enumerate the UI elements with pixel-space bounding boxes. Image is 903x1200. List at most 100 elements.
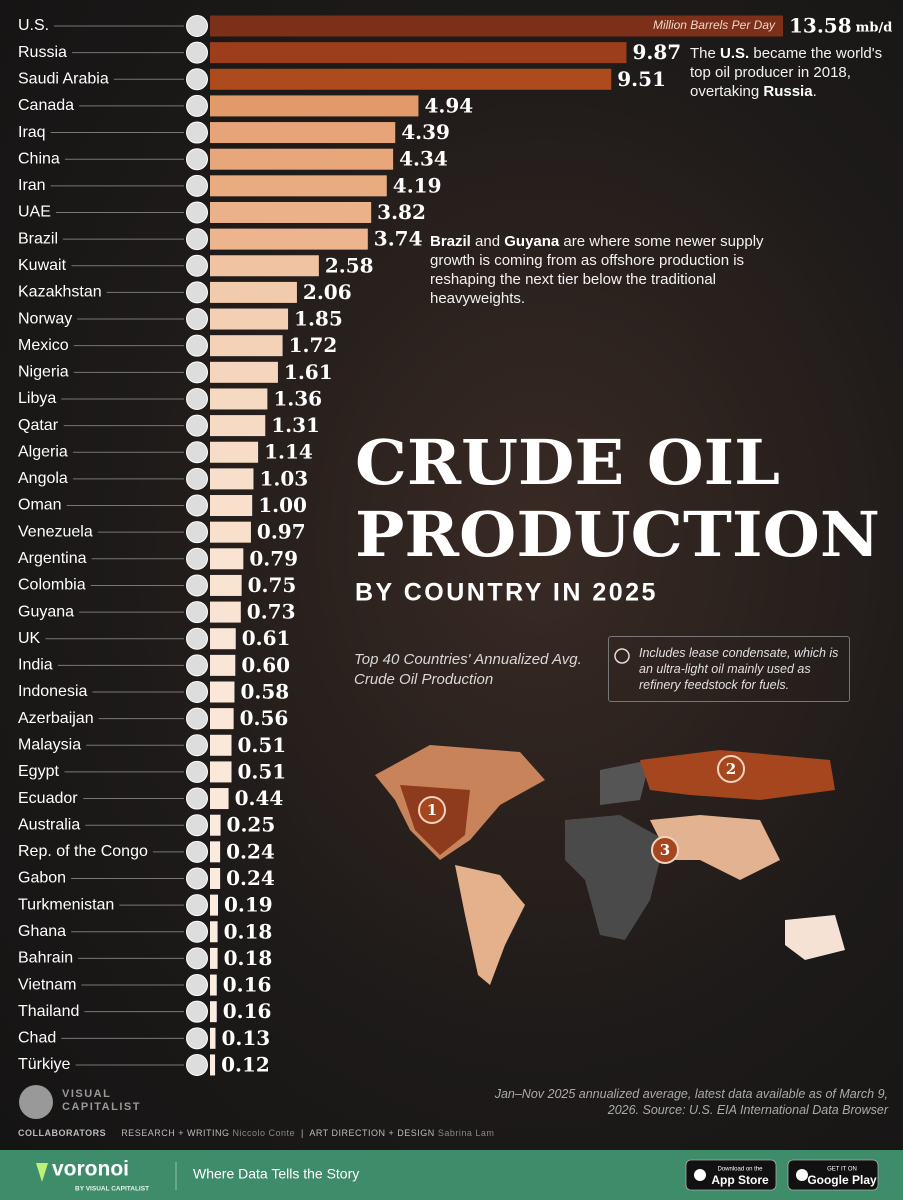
- flag: [186, 521, 208, 544]
- flag: [186, 734, 208, 757]
- value-label: 4.94: [424, 93, 473, 117]
- value-label: 0.24: [226, 866, 275, 890]
- category-label: Egypt: [18, 763, 59, 780]
- title: CRUDE OIL: [355, 426, 780, 499]
- flag: [186, 1053, 208, 1076]
- bar: [210, 947, 218, 969]
- value-label: 0.79: [249, 546, 298, 570]
- bar: [210, 15, 783, 37]
- annotation-text: became the world's top oil producer in 2…: [690, 45, 883, 100]
- bar: [210, 921, 218, 943]
- info-icon: [614, 648, 630, 664]
- flag: [186, 1000, 208, 1023]
- annotation-text: The: [690, 45, 721, 62]
- category-label: Indonesia: [18, 683, 87, 700]
- bar: [210, 1027, 216, 1049]
- value-label: 0.12: [221, 1052, 270, 1076]
- bar: [210, 415, 266, 437]
- category-label: Ecuador: [18, 790, 78, 807]
- category-label: Iraq: [18, 124, 46, 141]
- value-label: 0.16: [223, 973, 272, 997]
- value-label: 0.60: [241, 653, 290, 677]
- category-label: Kazakhstan: [18, 284, 102, 301]
- flag: [186, 787, 208, 810]
- bar: [210, 42, 627, 64]
- flag: [186, 974, 208, 997]
- flag: [186, 228, 208, 251]
- value-label: 1.61: [284, 360, 333, 384]
- note: Includes lease condensate, which is an u…: [608, 636, 850, 702]
- category-label: Canada: [18, 97, 74, 114]
- map-marker-label: 3: [660, 841, 670, 859]
- flag: [186, 947, 208, 970]
- map-marker: [418, 796, 446, 824]
- voronoi-logo: [36, 1163, 48, 1182]
- annotation: Brazil and Guyana are where some newer s…: [430, 232, 790, 308]
- bar: [210, 681, 235, 703]
- category-label: UK: [18, 630, 41, 647]
- flag: [186, 494, 208, 517]
- category-label: Turkmenistan: [18, 896, 114, 913]
- flag: [186, 254, 208, 277]
- collab-heading: COLLABORATORS: [18, 1128, 107, 1138]
- annotation-bold: Brazil: [430, 233, 471, 250]
- bar: [210, 708, 234, 730]
- flag: [186, 1027, 208, 1050]
- annotation-text: are where some newer supply growth is co…: [430, 233, 764, 307]
- value-label: 0.61: [242, 626, 291, 650]
- bar: [210, 574, 242, 596]
- category-label: Argentina: [18, 550, 87, 567]
- annotation-bold: Guyana: [504, 233, 560, 250]
- value-label: 1.36: [273, 386, 322, 410]
- flag: [186, 121, 208, 144]
- value-label: 0.51: [238, 759, 287, 783]
- tagline: Where Data Tells the Story: [193, 1166, 359, 1182]
- credit-role: RESEARCH + WRITING: [121, 1128, 230, 1138]
- credit-name: Niccolo Conte: [232, 1128, 295, 1138]
- value-label: 4.39: [401, 120, 450, 144]
- store-badge[interactable]: [787, 1159, 879, 1191]
- category-label: Brazil: [18, 230, 58, 247]
- title: PRODUCTION: [355, 498, 880, 571]
- category-label: Qatar: [18, 417, 59, 434]
- value-label: 0.56: [240, 706, 289, 730]
- bar: [210, 601, 241, 623]
- bar: [210, 734, 232, 756]
- bar: [210, 148, 394, 170]
- bar: [210, 521, 251, 543]
- value-label: 1.03: [259, 466, 308, 490]
- flag: [186, 601, 208, 624]
- bar: [210, 841, 221, 863]
- value-label: 4.19: [393, 173, 442, 197]
- flag: [186, 760, 208, 783]
- value-label: 9.87: [632, 40, 681, 64]
- subtitle: Top 40 Countries' Annualized Avg. Crude …: [354, 651, 582, 688]
- map-marker: [651, 836, 679, 864]
- value-label: 2.58: [325, 253, 374, 277]
- category-label: Angola: [18, 470, 68, 487]
- flag: [186, 201, 208, 224]
- unit-label: Million Barrels Per Day: [653, 18, 776, 32]
- map-marker: [717, 755, 745, 783]
- category-label: Libya: [18, 390, 56, 407]
- value-label: 0.16: [223, 999, 272, 1023]
- bar: [210, 894, 219, 916]
- bar: [210, 468, 254, 490]
- value-label: 9.51: [617, 67, 666, 91]
- value-label: 0.73: [247, 600, 296, 624]
- store-badge-top: Download on the: [717, 1167, 763, 1173]
- bar: [210, 1054, 216, 1076]
- flag: [186, 41, 208, 64]
- annotation-text: and: [470, 233, 505, 250]
- store-badge[interactable]: [685, 1159, 777, 1191]
- category-label: UAE: [18, 204, 51, 221]
- store-icon: [694, 1169, 706, 1181]
- value-label: 0.19: [224, 893, 273, 917]
- bar: [210, 814, 221, 836]
- value-label: 4.34: [399, 147, 448, 171]
- flag: [186, 308, 208, 331]
- category-label: Nigeria: [18, 364, 69, 381]
- value-label: 1.31: [271, 413, 320, 437]
- map-australia: [785, 915, 845, 960]
